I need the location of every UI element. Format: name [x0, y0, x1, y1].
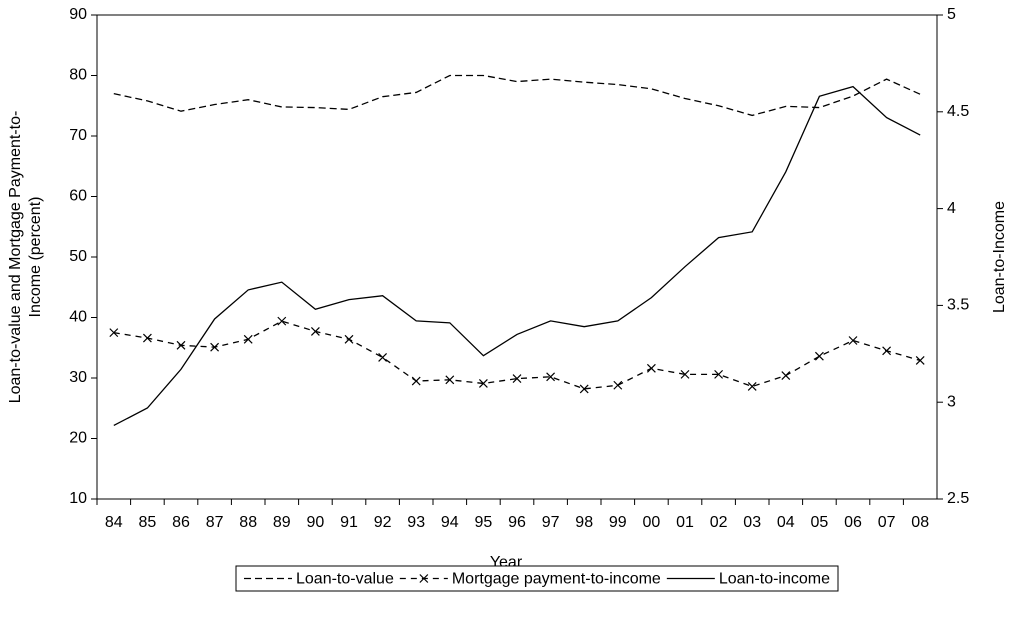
point-marker — [445, 375, 455, 385]
point-marker — [915, 356, 925, 365]
x-tick-label: 00 — [643, 514, 661, 531]
x-tick-label: 99 — [609, 514, 627, 531]
point-marker — [277, 316, 287, 326]
x-tick-label: 89 — [273, 514, 291, 531]
x-tick-label: 08 — [911, 514, 929, 531]
y2-tick-label: 2.5 — [947, 490, 969, 507]
y2-axis-label: Loan-to-Income — [991, 201, 1008, 313]
y-axis-label: Loan-to-value and Mortgage Payment-to- — [7, 111, 24, 404]
x-tick-label: 98 — [575, 514, 593, 531]
y-tick-label: 70 — [69, 127, 87, 144]
x-tick-label: 01 — [676, 514, 694, 531]
point-marker — [210, 342, 220, 352]
x-tick-label: 05 — [811, 514, 829, 531]
point-marker — [579, 384, 589, 394]
plot-frame — [96, 14, 938, 500]
y-tick-label: 60 — [69, 188, 87, 205]
y-axis-label: Income (percent) — [27, 197, 44, 318]
point-marker — [142, 333, 152, 343]
y2-tick-label: 4.5 — [947, 103, 969, 120]
y-tick-label: 10 — [69, 490, 87, 507]
point-marker — [344, 334, 354, 344]
point-marker — [176, 340, 186, 350]
x-tick-label: 86 — [172, 514, 190, 531]
point-marker — [310, 326, 320, 336]
y-tick-label: 30 — [69, 369, 87, 386]
y2-tick-label: 4 — [947, 200, 956, 217]
point-marker — [546, 372, 556, 382]
x-tick-label: 92 — [374, 514, 392, 531]
legend-label: Loan-to-value — [296, 571, 394, 588]
point-marker — [814, 351, 824, 361]
legend-box — [235, 565, 839, 592]
x-tick-label: 84 — [105, 514, 123, 531]
x-tick-label: 94 — [441, 514, 459, 531]
x-tick-label: 97 — [542, 514, 560, 531]
point-marker — [478, 379, 488, 388]
y-tick-label: 50 — [69, 248, 87, 265]
series-line — [113, 74, 921, 117]
legend-label: Loan-to-income — [719, 571, 830, 588]
point-marker — [680, 369, 690, 379]
point-marker — [613, 380, 623, 390]
series-line — [113, 85, 921, 427]
y-tick-label: 20 — [69, 430, 87, 447]
y-tick-label: 40 — [69, 309, 87, 326]
point-marker — [781, 371, 791, 381]
point-marker — [411, 376, 421, 386]
x-tick-label: 90 — [307, 514, 325, 531]
x-tick-label: 07 — [878, 514, 896, 531]
x-tick-label: 03 — [743, 514, 761, 531]
point-marker — [109, 328, 119, 338]
point-marker — [882, 346, 892, 356]
y2-tick-label: 5 — [947, 6, 956, 23]
point-marker — [848, 336, 858, 345]
x-tick-label: 02 — [710, 514, 728, 531]
point-marker — [714, 369, 724, 379]
legend-marker — [419, 574, 429, 583]
point-marker — [378, 353, 388, 362]
point-marker — [646, 363, 656, 373]
point-marker — [512, 374, 522, 384]
y-tick-label: 90 — [69, 6, 87, 23]
x-tick-label: 88 — [239, 514, 257, 531]
x-tick-label: 87 — [206, 514, 224, 531]
point-marker — [243, 334, 253, 344]
legend-label: Mortgage payment-to-income — [452, 571, 661, 588]
x-tick-label: 96 — [508, 514, 526, 531]
x-tick-label: 85 — [139, 514, 157, 531]
x-tick-label: 04 — [777, 514, 795, 531]
y2-tick-label: 3 — [947, 393, 956, 410]
x-tick-label: 06 — [844, 514, 862, 531]
point-marker — [747, 382, 757, 391]
x-tick-label: 93 — [407, 514, 425, 531]
y2-tick-label: 3.5 — [947, 297, 969, 314]
y-tick-label: 80 — [69, 67, 87, 84]
x-tick-label: 91 — [340, 514, 358, 531]
x-tick-label: 95 — [475, 514, 493, 531]
